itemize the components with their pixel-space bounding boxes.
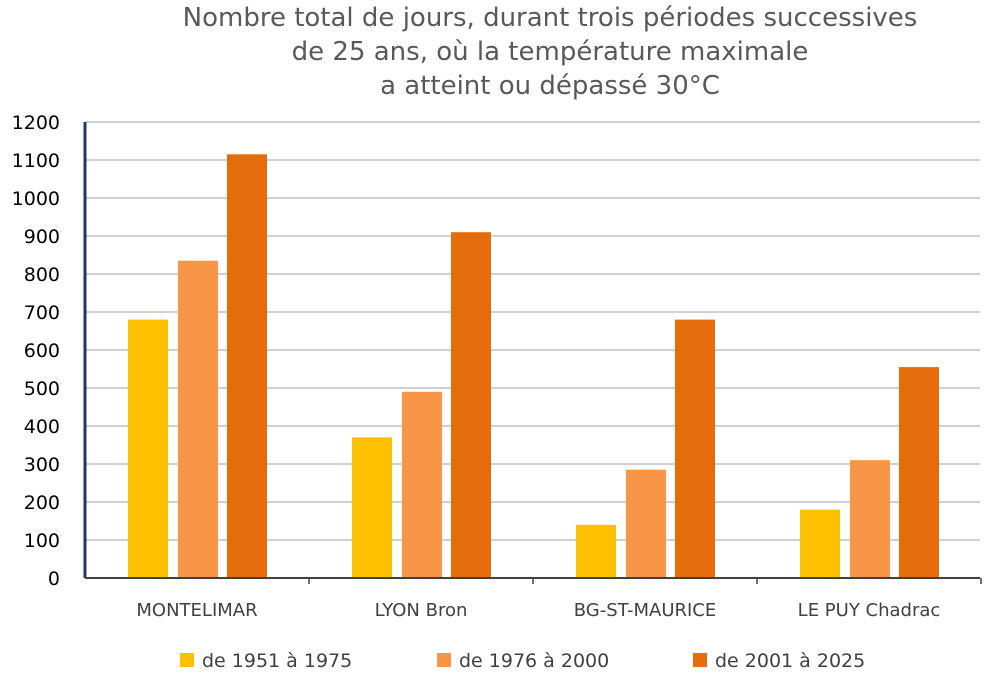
legend-swatch <box>437 653 451 667</box>
legend-swatch <box>180 653 194 667</box>
x-tick-label: MONTELIMAR <box>136 600 257 621</box>
legend-swatch <box>693 653 707 667</box>
bar <box>800 509 840 578</box>
y-tick-label: 100 <box>24 530 60 552</box>
chart-title-line: Nombre total de jours, durant trois péri… <box>183 3 918 33</box>
legend-label: de 1976 à 2000 <box>459 650 609 672</box>
y-tick-label: 700 <box>24 302 60 324</box>
chart-title-line: de 25 ans, où la température maximale <box>292 37 809 67</box>
y-tick-label: 1100 <box>12 150 60 172</box>
y-tick-label: 1000 <box>12 188 60 210</box>
bar <box>576 524 616 578</box>
bar <box>227 154 267 579</box>
y-tick-label: 400 <box>24 416 60 438</box>
y-tick-label: 900 <box>24 226 60 248</box>
bar <box>352 437 392 578</box>
legend-label: de 2001 à 2025 <box>715 650 865 672</box>
bar <box>626 469 666 578</box>
y-tick-label: 0 <box>48 568 60 590</box>
bar <box>451 232 491 578</box>
y-tick-label: 800 <box>24 264 60 286</box>
chart-title-line: a atteint ou dépassé 30°C <box>380 71 720 101</box>
y-tick-label: 500 <box>24 378 60 400</box>
y-tick-label: 1200 <box>12 112 60 134</box>
legend-label: de 1951 à 1975 <box>202 650 352 672</box>
bar <box>128 319 168 578</box>
bar <box>675 319 715 578</box>
bar <box>402 391 442 578</box>
bar <box>178 260 218 578</box>
y-tick-label: 300 <box>24 454 60 476</box>
x-tick-label: LYON Bron <box>375 600 468 621</box>
y-tick-label: 200 <box>24 492 60 514</box>
x-tick-label: BG-ST-MAURICE <box>574 600 717 621</box>
y-tick-label: 600 <box>24 340 60 362</box>
bar <box>899 367 939 578</box>
bar <box>850 460 890 578</box>
x-tick-label: LE PUY Chadrac <box>798 600 941 621</box>
